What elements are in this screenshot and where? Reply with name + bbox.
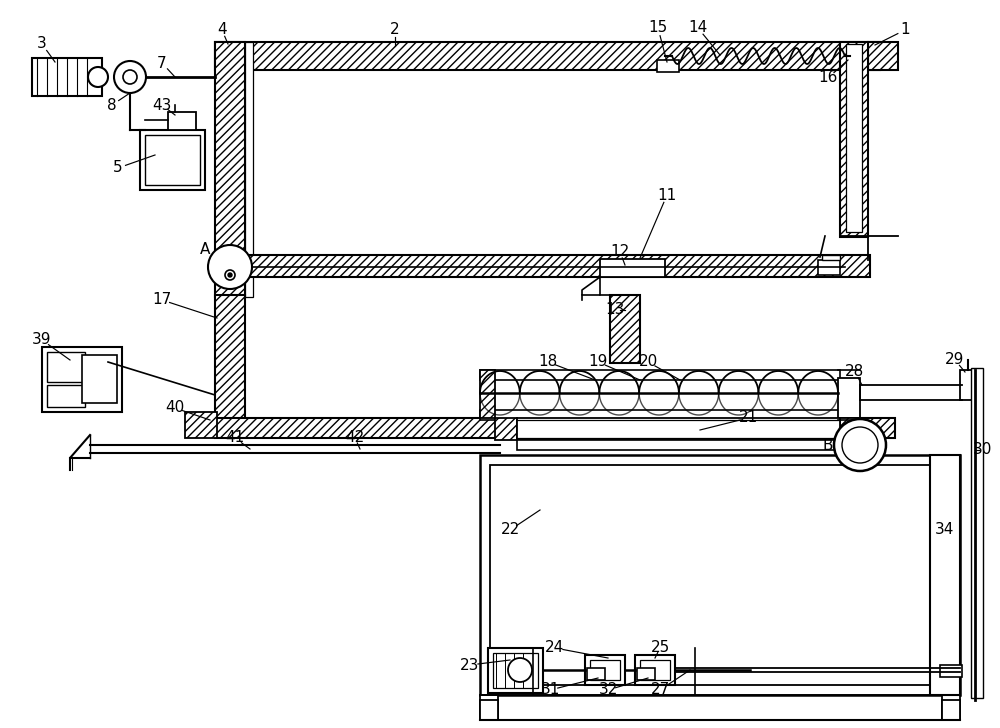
Text: 20: 20 <box>638 355 658 370</box>
Text: 3: 3 <box>37 36 47 52</box>
Text: 16: 16 <box>818 71 838 85</box>
Bar <box>818 260 840 275</box>
Bar <box>846 44 862 232</box>
Text: 40: 40 <box>165 400 185 416</box>
Bar <box>942 700 960 720</box>
Bar <box>493 653 538 688</box>
Text: 19: 19 <box>588 355 608 370</box>
Bar <box>840 418 862 440</box>
Bar <box>480 455 960 695</box>
Bar <box>640 660 670 680</box>
Text: 13: 13 <box>605 303 625 317</box>
Circle shape <box>123 70 137 84</box>
Circle shape <box>834 419 886 471</box>
Text: 18: 18 <box>538 355 558 370</box>
Bar <box>635 655 675 685</box>
Bar <box>517 418 840 440</box>
Bar <box>215 42 880 70</box>
Text: 4: 4 <box>217 23 227 38</box>
Bar <box>480 370 840 380</box>
Bar <box>585 655 625 685</box>
Bar <box>971 368 983 698</box>
Text: 31: 31 <box>540 683 560 697</box>
Text: 15: 15 <box>648 20 668 36</box>
Text: 29: 29 <box>945 352 965 368</box>
Bar <box>590 660 620 680</box>
Bar <box>215 295 245 425</box>
Text: 39: 39 <box>32 333 52 347</box>
Text: 43: 43 <box>152 98 172 113</box>
Bar <box>145 135 200 185</box>
Text: 25: 25 <box>650 641 670 655</box>
Bar <box>215 255 870 277</box>
Text: 22: 22 <box>500 523 520 537</box>
Bar <box>480 410 840 420</box>
Bar <box>637 668 655 680</box>
Bar <box>850 437 870 453</box>
Text: B: B <box>823 438 833 453</box>
Bar <box>600 259 665 277</box>
Bar <box>488 648 543 693</box>
Bar <box>517 440 840 450</box>
Text: 5: 5 <box>113 160 123 175</box>
Bar <box>480 370 495 418</box>
Text: 30: 30 <box>972 443 992 457</box>
Text: 7: 7 <box>157 55 167 71</box>
Circle shape <box>508 658 532 682</box>
Circle shape <box>114 61 146 93</box>
Text: 11: 11 <box>657 188 677 202</box>
Text: 14: 14 <box>688 20 708 36</box>
Bar <box>850 47 868 65</box>
Bar <box>868 42 898 70</box>
Bar <box>32 58 102 96</box>
Text: 8: 8 <box>107 98 117 113</box>
Bar <box>838 378 860 418</box>
Text: 27: 27 <box>650 683 670 697</box>
Bar <box>82 355 117 403</box>
Bar <box>42 347 122 412</box>
Bar <box>930 455 960 695</box>
Text: 23: 23 <box>460 657 480 673</box>
Bar <box>495 418 517 440</box>
Text: 2: 2 <box>390 23 400 38</box>
Text: A: A <box>200 242 210 258</box>
Bar <box>960 370 976 400</box>
Bar <box>610 295 640 363</box>
Bar <box>490 465 950 685</box>
Text: 28: 28 <box>845 365 865 379</box>
Bar <box>587 668 605 680</box>
Text: 32: 32 <box>598 683 618 697</box>
Bar <box>657 60 679 72</box>
Bar <box>480 695 498 720</box>
Bar <box>940 665 962 677</box>
Bar <box>140 130 205 190</box>
Circle shape <box>208 245 252 289</box>
Circle shape <box>225 270 235 280</box>
Circle shape <box>228 273 232 277</box>
Text: 42: 42 <box>345 430 365 446</box>
Bar <box>215 418 895 438</box>
Bar <box>942 695 960 720</box>
Bar <box>47 352 85 382</box>
Circle shape <box>88 67 108 87</box>
Text: 34: 34 <box>935 523 955 537</box>
Bar <box>47 385 85 407</box>
Bar <box>822 255 840 260</box>
Bar <box>185 412 217 438</box>
Text: 41: 41 <box>225 430 245 446</box>
Bar <box>168 112 196 130</box>
Bar <box>480 700 498 720</box>
Text: 17: 17 <box>152 293 172 307</box>
Bar <box>245 42 253 297</box>
Text: 12: 12 <box>610 245 630 259</box>
Bar <box>840 42 868 237</box>
Text: 1: 1 <box>900 23 910 38</box>
Text: 21: 21 <box>738 411 758 425</box>
Bar <box>215 42 245 297</box>
Text: 24: 24 <box>545 641 565 655</box>
